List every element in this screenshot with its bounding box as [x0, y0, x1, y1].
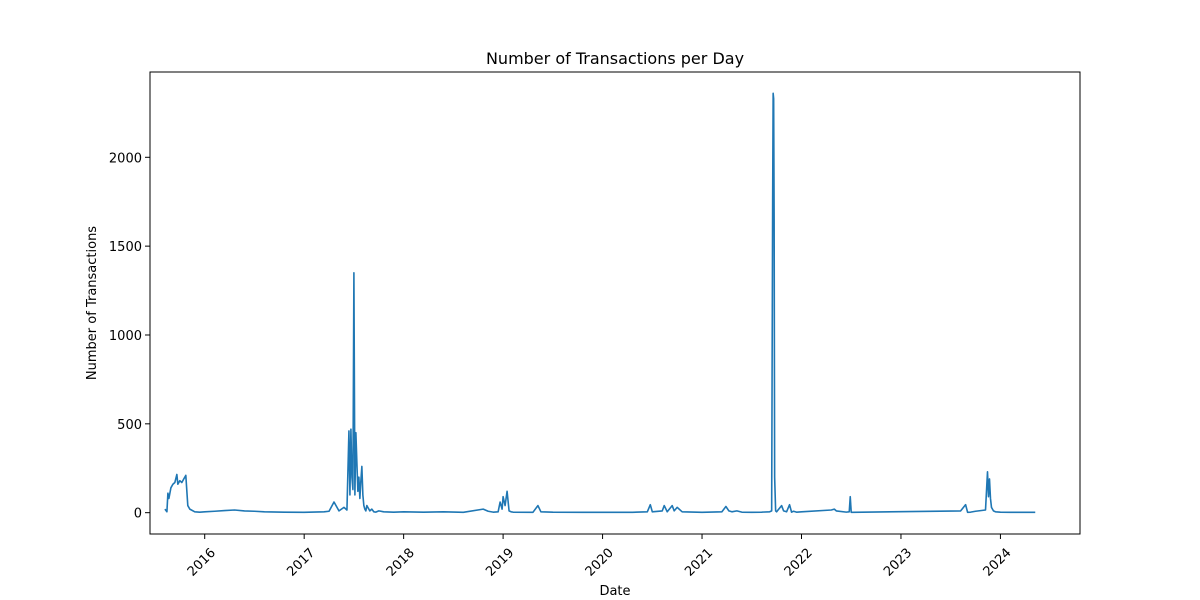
chart-title: Number of Transactions per Day [486, 49, 744, 68]
plot-frame [149, 71, 1081, 535]
y-tick-label: 0 [134, 507, 142, 522]
y-axis: 0 500 1000 1500 2000 [109, 151, 150, 522]
y-tick-label: 1000 [109, 329, 142, 344]
plot-area [149, 71, 1081, 535]
y-tick-label: 500 [117, 418, 142, 433]
y-tick-label: 2000 [109, 151, 142, 166]
series-line-transactions [164, 92, 1036, 514]
x-axis-label: Date [599, 584, 630, 599]
y-tick-label: 1500 [109, 240, 142, 255]
y-axis-label: Number of Transactions [85, 226, 100, 380]
